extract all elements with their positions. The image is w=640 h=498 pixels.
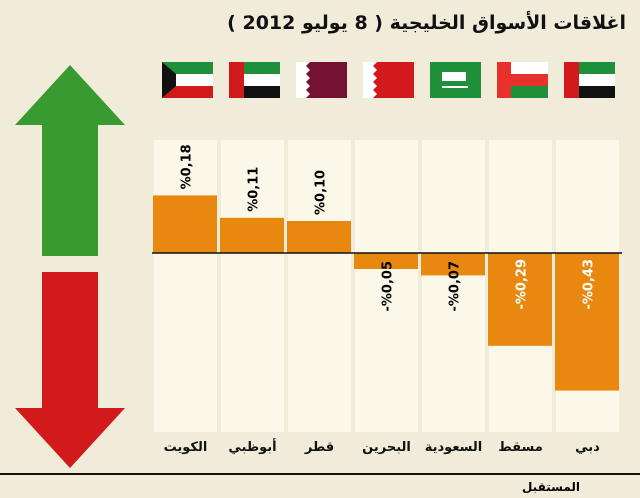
bar [220,217,284,253]
data-label: -%0,05 [381,261,396,312]
bar [287,221,351,253]
category-label: دبي [575,440,600,455]
category-label: قطر [304,440,335,455]
column-bg [288,140,351,432]
footer-rule [0,473,640,475]
flag-icon [229,62,280,98]
flag-icon [497,62,548,98]
data-label: %0,10 [314,170,329,215]
bar [354,253,418,269]
bar [555,253,619,391]
category-label: البحرين [362,440,411,455]
column-bg [355,140,418,432]
down-arrow-icon [15,272,125,468]
column-bg [422,140,485,432]
bar [421,253,485,276]
data-label: -%0,29 [515,259,530,310]
up-arrow-icon [15,65,125,256]
data-label: %0,18 [180,144,195,189]
flag-icon [162,62,213,98]
bar [488,253,552,346]
chart-title: اغلاقات الأسواق الخليجية ( 8 يوليو 2012 … [227,12,626,34]
flag-icon [430,62,481,98]
category-label: أبوظبي [228,440,277,455]
category-label: السعودية [424,440,483,455]
flags-row [152,62,622,98]
data-label: -%0,07 [448,261,463,312]
column-bg [154,140,217,432]
category-label: الكويت [163,440,208,455]
bar [153,195,217,253]
flag-icon [363,62,414,98]
flag-icon [564,62,615,98]
data-label: %0,11 [247,167,262,212]
logo: المستقبل [521,480,580,494]
data-label: -%0,43 [582,259,597,310]
flag-icon [296,62,347,98]
category-label: مسقط [498,440,543,455]
column-bg [221,140,284,432]
